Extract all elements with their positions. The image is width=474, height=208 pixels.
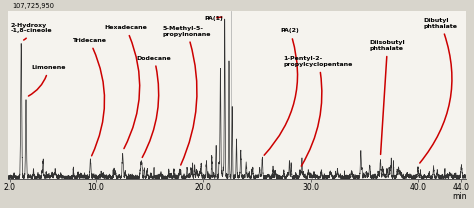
Text: 2-Hydroxy
-1,8-cineole: 2-Hydroxy -1,8-cineole [10,23,52,40]
Text: 107,725,950: 107,725,950 [12,3,55,9]
Text: Hexadecane: Hexadecane [104,25,147,149]
Text: Tridecane: Tridecane [72,38,106,156]
Text: Dodecane: Dodecane [137,56,172,157]
Text: PA(1): PA(1) [205,16,223,21]
Text: 1-Pentyl-2-
propylcyclopentane: 1-Pentyl-2- propylcyclopentane [284,56,353,166]
Text: min: min [452,192,466,201]
Text: 5-Methyl-5-
propylnonane: 5-Methyl-5- propylnonane [163,26,211,165]
Text: Diisobutyl
phthalate: Diisobutyl phthalate [370,40,405,154]
Text: PA(2): PA(2) [264,28,299,155]
Text: Dibutyl
phthalate: Dibutyl phthalate [420,18,457,163]
Text: Limonene: Limonene [28,65,66,96]
